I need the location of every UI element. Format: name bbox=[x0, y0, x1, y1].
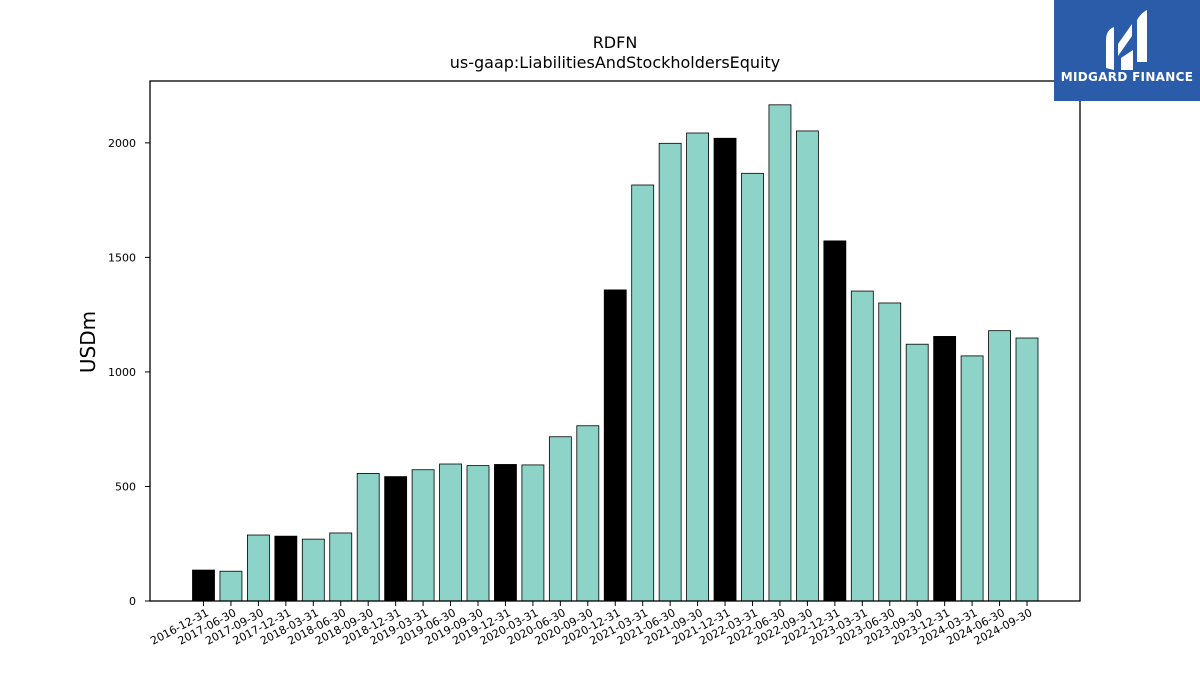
y-tick-label: 0 bbox=[129, 595, 136, 608]
y-tick-label: 500 bbox=[115, 480, 136, 493]
y-tick-label: 1500 bbox=[108, 251, 136, 264]
bar-2024-09-30 bbox=[1015, 337, 1039, 602]
logo: MIDGARD FINANCE bbox=[1054, 0, 1200, 101]
bar-2017-09-30 bbox=[246, 534, 270, 602]
bars-group bbox=[192, 104, 1039, 602]
bar-2021-12-31 bbox=[713, 137, 737, 602]
bar-2022-09-30 bbox=[796, 130, 819, 602]
y-tick-label: 1000 bbox=[108, 366, 136, 379]
bar-2019-06-30 bbox=[439, 463, 462, 602]
logo-text: MIDGARD FINANCE bbox=[1061, 70, 1193, 84]
bar-2023-06-30 bbox=[878, 302, 902, 602]
logo-mark-icon bbox=[1106, 10, 1147, 70]
bar-2023-12-31 bbox=[933, 336, 957, 602]
bar-2017-06-30 bbox=[219, 570, 243, 602]
bar-2018-03-31 bbox=[301, 538, 325, 602]
bar-2024-03-31 bbox=[960, 355, 984, 602]
bar-2022-03-31 bbox=[741, 172, 764, 602]
bar-2021-06-30 bbox=[658, 142, 682, 602]
bar-2021-09-30 bbox=[686, 132, 709, 602]
bar-2020-03-31 bbox=[521, 464, 545, 602]
bar-2020-12-31 bbox=[603, 289, 627, 602]
bar-2018-09-30 bbox=[356, 473, 380, 602]
logo-background bbox=[1054, 0, 1200, 101]
bar-2023-03-31 bbox=[850, 290, 874, 602]
bar-2024-06-30 bbox=[988, 330, 1011, 602]
bar-2017-12-31 bbox=[274, 535, 298, 602]
bar-2019-09-30 bbox=[466, 465, 490, 602]
bar-2016-12-31 bbox=[192, 569, 215, 602]
plot-frame bbox=[149, 80, 1081, 602]
y-tick-label: 2000 bbox=[108, 137, 136, 150]
bar-2022-12-31 bbox=[823, 240, 847, 602]
bar-2018-12-31 bbox=[384, 476, 408, 602]
bar-2020-06-30 bbox=[548, 436, 572, 602]
x-ticks-group: 2016-12-312017-06-302017-09-302017-12-31… bbox=[148, 601, 1034, 648]
chart-subtitle: us-gaap:LiabilitiesAndStockholdersEquity bbox=[450, 53, 781, 72]
bar-2023-09-30 bbox=[905, 343, 929, 602]
chart-title: RDFN bbox=[593, 33, 638, 52]
y-ticks-group: 0 500 1000 1500 2000 bbox=[108, 137, 150, 608]
bar-2022-06-30 bbox=[768, 104, 792, 602]
y-axis-label: USDm bbox=[76, 311, 100, 373]
bar-2019-03-31 bbox=[411, 469, 435, 602]
bar-2020-09-30 bbox=[576, 425, 600, 602]
bar-2019-12-31 bbox=[494, 464, 517, 602]
bar-2018-06-30 bbox=[329, 532, 353, 602]
bar-2021-03-31 bbox=[631, 184, 655, 602]
